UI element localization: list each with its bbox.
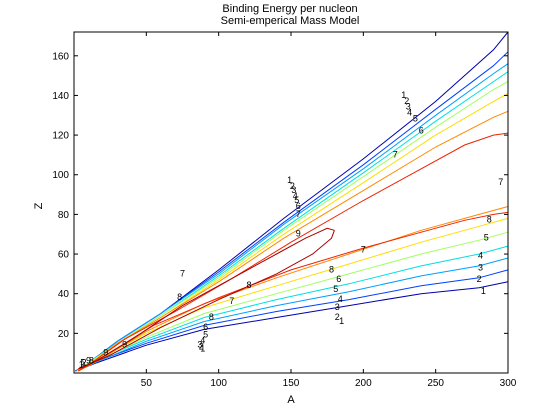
y-tick-label: 140: [52, 91, 69, 102]
contour-label: 5: [80, 357, 85, 367]
contour-label: 6: [419, 125, 424, 135]
y-tick-label: 100: [52, 170, 69, 181]
contour-label: 5: [333, 284, 338, 294]
y-tick-label: 160: [52, 51, 69, 62]
contour-label: 1: [481, 286, 486, 296]
contour-label: 8: [89, 355, 94, 365]
chart-subtitle: Semi-emperical Mass Model: [221, 15, 360, 27]
y-tick-label: 120: [52, 131, 69, 142]
contour-label: 8: [246, 280, 251, 290]
y-axis-label: Z: [33, 202, 45, 209]
contour-label: 4: [407, 108, 412, 118]
x-tick-label: 100: [210, 378, 227, 389]
y-tick-label: 40: [58, 289, 70, 300]
contour-label: 8: [329, 264, 334, 274]
contour-label: 7: [296, 209, 301, 219]
contour-label: 4: [478, 250, 483, 260]
contour-label: 6: [336, 274, 341, 284]
x-tick-label: 50: [141, 378, 153, 389]
y-tick-label: 80: [58, 210, 70, 221]
x-tick-label: 250: [427, 378, 444, 389]
y-tick-label: 20: [58, 329, 70, 340]
contour-label: 1: [200, 344, 205, 354]
y-tick-label: 60: [58, 250, 70, 261]
x-tick-label: 300: [500, 378, 517, 389]
contour-label: 8: [177, 292, 182, 302]
contour-label: 2: [477, 274, 482, 284]
x-axis-label: A: [287, 394, 295, 406]
x-tick-label: 150: [283, 378, 300, 389]
contour-label: 1: [339, 316, 344, 326]
x-tick-label: 200: [355, 378, 372, 389]
chart-title: Binding Energy per nucleon: [222, 3, 357, 15]
contour-label: 9: [122, 340, 127, 350]
contour-label: 7: [229, 296, 234, 306]
contour-label: 5: [413, 114, 418, 124]
contour-label: 8: [487, 215, 492, 225]
contour-label: 7: [498, 177, 503, 187]
contour-label: 7: [361, 244, 366, 254]
contour-label: 5: [484, 233, 489, 243]
contour-label: 7: [393, 149, 398, 159]
contour-label: 3: [335, 302, 340, 312]
contour-label: 8: [209, 312, 214, 322]
contour-label: 3: [478, 262, 483, 272]
contour-label: 9: [103, 348, 108, 358]
contour-label: 9: [296, 229, 301, 239]
contour-label: 7: [180, 268, 185, 278]
